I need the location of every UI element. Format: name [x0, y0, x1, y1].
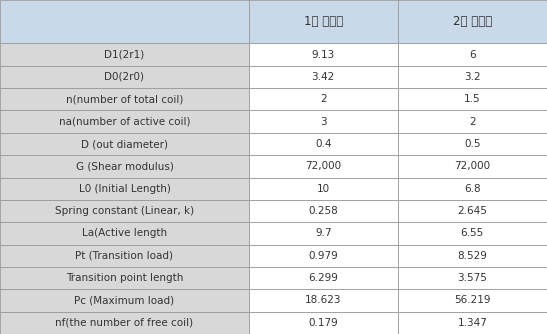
Bar — [249, 200, 398, 222]
Text: 0.4: 0.4 — [315, 139, 331, 149]
Text: 0.979: 0.979 — [309, 251, 338, 261]
Bar — [398, 43, 547, 66]
Text: D0(2r0): D0(2r0) — [104, 72, 144, 82]
Text: 10: 10 — [317, 184, 330, 194]
Bar — [0, 111, 249, 133]
Text: 0.179: 0.179 — [309, 318, 338, 328]
Bar — [249, 222, 398, 244]
Text: 1차 스프링: 1차 스프링 — [304, 15, 343, 28]
Bar — [249, 178, 398, 200]
Bar — [0, 200, 249, 222]
Bar — [249, 66, 398, 88]
Text: 3.2: 3.2 — [464, 72, 481, 82]
Bar — [0, 66, 249, 88]
Text: 9.7: 9.7 — [315, 228, 331, 238]
Bar — [398, 289, 547, 312]
Text: 2차 스프링: 2차 스프링 — [453, 15, 492, 28]
Bar — [0, 289, 249, 312]
Text: 72,000: 72,000 — [454, 161, 491, 171]
Bar — [249, 267, 398, 289]
Text: D1(2r1): D1(2r1) — [104, 49, 144, 59]
Text: 9.13: 9.13 — [312, 49, 335, 59]
Text: G (Shear modulus): G (Shear modulus) — [75, 161, 173, 171]
Bar — [398, 178, 547, 200]
Bar — [249, 312, 398, 334]
Text: 3.575: 3.575 — [457, 273, 487, 283]
Bar — [249, 0, 398, 43]
Bar — [398, 88, 547, 111]
Bar — [0, 88, 249, 111]
Text: 56.219: 56.219 — [454, 296, 491, 306]
Text: 3.42: 3.42 — [312, 72, 335, 82]
Text: 6.8: 6.8 — [464, 184, 481, 194]
Bar — [0, 155, 249, 178]
Bar — [0, 222, 249, 244]
Text: Pt (Transition load): Pt (Transition load) — [75, 251, 173, 261]
Bar — [0, 43, 249, 66]
Bar — [249, 155, 398, 178]
Text: 1.5: 1.5 — [464, 94, 481, 104]
Text: nf(the number of free coil): nf(the number of free coil) — [55, 318, 194, 328]
Text: 72,000: 72,000 — [305, 161, 341, 171]
Text: D (out diameter): D (out diameter) — [81, 139, 168, 149]
Text: 6.299: 6.299 — [309, 273, 338, 283]
Text: 2.645: 2.645 — [457, 206, 487, 216]
Text: 3: 3 — [320, 117, 327, 127]
Text: Transition point length: Transition point length — [66, 273, 183, 283]
Bar — [398, 312, 547, 334]
Text: L0 (Initial Length): L0 (Initial Length) — [79, 184, 170, 194]
Bar — [0, 312, 249, 334]
Bar — [398, 222, 547, 244]
Bar — [249, 133, 398, 155]
Text: 2: 2 — [320, 94, 327, 104]
Bar — [0, 0, 249, 43]
Text: 0.5: 0.5 — [464, 139, 481, 149]
Bar — [398, 200, 547, 222]
Bar — [0, 244, 249, 267]
Text: Spring constant (Linear, k): Spring constant (Linear, k) — [55, 206, 194, 216]
Bar — [398, 111, 547, 133]
Text: 1.347: 1.347 — [457, 318, 487, 328]
Bar — [398, 133, 547, 155]
Bar — [0, 178, 249, 200]
Bar — [249, 111, 398, 133]
Text: na(number of active coil): na(number of active coil) — [59, 117, 190, 127]
Bar — [249, 88, 398, 111]
Text: 6.55: 6.55 — [461, 228, 484, 238]
Text: 0.258: 0.258 — [309, 206, 338, 216]
Text: 6: 6 — [469, 49, 476, 59]
Bar — [249, 244, 398, 267]
Text: 2: 2 — [469, 117, 476, 127]
Bar — [249, 43, 398, 66]
Text: 8.529: 8.529 — [457, 251, 487, 261]
Bar — [398, 66, 547, 88]
Text: 18.623: 18.623 — [305, 296, 341, 306]
Bar — [249, 289, 398, 312]
Bar — [398, 0, 547, 43]
Text: n(number of total coil): n(number of total coil) — [66, 94, 183, 104]
Text: La(Active length: La(Active length — [82, 228, 167, 238]
Bar — [398, 267, 547, 289]
Bar — [398, 244, 547, 267]
Bar — [398, 155, 547, 178]
Text: Pc (Maximum load): Pc (Maximum load) — [74, 296, 174, 306]
Bar — [0, 133, 249, 155]
Bar — [0, 267, 249, 289]
